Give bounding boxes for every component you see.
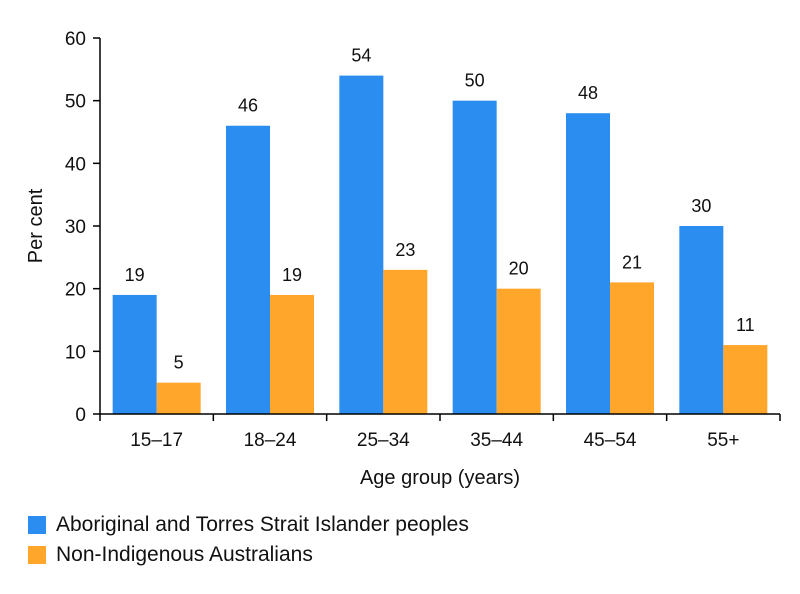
bar-aboriginal-35–44 [452,100,497,415]
legend: Aboriginal and Torres Strait Islander pe… [28,510,469,570]
bar-aboriginal-55+ [679,226,724,414]
y-axis-title: Per cent [25,188,47,263]
x-tick-label: 55+ [707,430,739,451]
data-label: 5 [174,353,184,373]
y-tick-label: 20 [65,280,86,301]
y-tick-label: 60 [65,29,86,50]
data-label: 11 [736,315,755,335]
bar-aboriginal-45–54 [566,113,610,414]
x-tick-label: 35–44 [470,430,523,451]
y-tick-label: 0 [75,405,86,426]
data-label: 50 [465,71,485,91]
bar-non-indigenous-18–24 [270,294,314,414]
y-tick-label: 50 [65,92,86,113]
bar-aboriginal-18–24 [226,125,270,414]
data-label: 46 [238,96,258,116]
legend-item-aboriginal: Aboriginal and Torres Strait Islander pe… [28,510,469,540]
bar-chart: 0 10 20 30 40 50 60 19 5 46 19 54 23 50 20 48 21 30 11 15… [25,29,781,489]
y-axis-ticks: 0 10 20 30 40 50 60 [65,29,100,426]
x-tick-label: 15–17 [130,430,183,451]
bar-non-indigenous-15–17 [156,382,201,414]
data-label: 23 [395,240,415,260]
bar-non-indigenous-45–54 [610,282,654,414]
y-tick-label: 10 [65,342,86,363]
y-tick-label: 30 [65,217,86,238]
x-tick-label: 25–34 [357,430,410,451]
legend-label-aboriginal: Aboriginal and Torres Strait Islander pe… [56,513,469,536]
data-label: 19 [125,265,145,285]
bar-aboriginal-25–34 [339,75,384,414]
bar-aboriginal-15–17 [112,294,157,414]
data-label: 21 [622,252,642,272]
bar-non-indigenous-35–44 [496,288,541,414]
legend-swatch-non-indigenous [28,546,46,564]
data-label: 20 [509,259,529,279]
x-axis-ticks: 15–17 18–24 25–34 35–44 45–54 55+ [99,414,781,451]
data-label: 48 [578,83,598,103]
x-axis-title: Age group (years) [360,467,520,489]
data-label: 54 [351,46,371,66]
legend-label-non-indigenous: Non-Indigenous Australians [56,543,313,566]
data-label: 30 [691,196,711,216]
bar-non-indigenous-25–34 [383,269,428,414]
data-labels: 19 5 46 19 54 23 50 20 48 21 30 11 [125,46,755,373]
legend-item-non-indigenous: Non-Indigenous Australians [28,540,469,570]
data-label: 19 [282,265,302,285]
x-tick-label: 18–24 [244,430,297,451]
bar-non-indigenous-55+ [723,345,768,414]
bars [112,75,768,415]
legend-swatch-aboriginal [28,516,46,534]
y-tick-label: 40 [65,154,86,175]
x-tick-label: 45–54 [584,430,637,451]
